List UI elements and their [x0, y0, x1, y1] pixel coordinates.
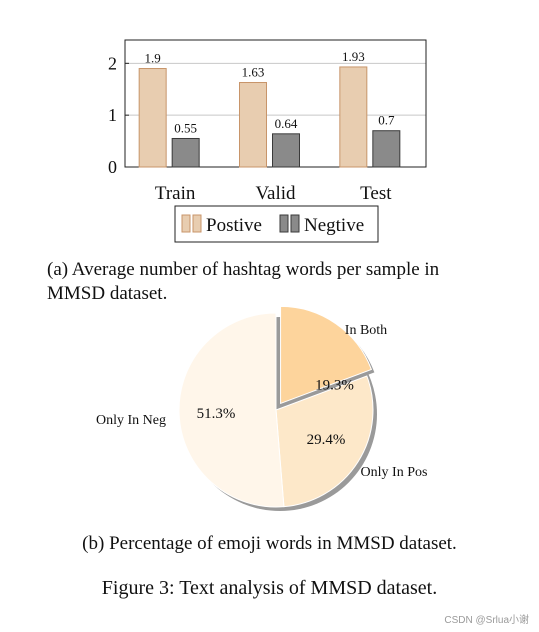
bar-postive-test [339, 66, 368, 168]
pie-category-label: Only In Neg [96, 413, 166, 428]
bar-y-ticks: 0 1 2 [108, 53, 129, 177]
y-tick-label: 1 [108, 105, 117, 125]
bar-legend: Postive Negtive [174, 205, 379, 243]
pie-slice-only-in-pos [275, 375, 374, 508]
pie-category-label: In Both [345, 323, 387, 338]
bar-marks: 1.9 0.55 1.63 0.64 1.93 0.7 [138, 49, 401, 168]
y-tick-label: 2 [108, 53, 117, 73]
bar-negtive-valid [272, 133, 300, 168]
pie-slices [178, 305, 374, 508]
pie-category-label: Only In Pos [361, 465, 428, 480]
bar-negtive-train [171, 137, 200, 168]
figure-caption: Figure 3: Text analysis of MMSD dataset. [101, 577, 438, 599]
y-tick-label: 0 [108, 157, 117, 177]
bar-data-label: 1.93 [342, 49, 365, 64]
bar-data-label: 1.9 [145, 51, 161, 66]
pie-slice-in-both [280, 305, 373, 405]
bar-postive-train [138, 68, 167, 168]
legend-label: Postive [206, 215, 262, 236]
caption-b: (b) Percentage of emoji words in MMSD da… [82, 533, 457, 554]
bar-x-labels: Train Valid Test [155, 183, 392, 204]
caption-a: (a) Average number of hashtag words per … [47, 259, 440, 304]
bar-data-label: 0.64 [275, 116, 298, 131]
bar-data-label: 1.63 [242, 65, 265, 80]
legend-label: Negtive [304, 215, 364, 236]
legend-swatch [181, 214, 191, 233]
pie-labels: 19.3% In Both 29.4% Only In Pos 51.3% Only In… [96, 323, 427, 480]
pie-chart: 19.3% In Both 29.4% Only In Pos 51.3% Only In… [96, 305, 427, 511]
pie-slice-only-in-neg [178, 312, 285, 508]
x-tick-label: Train [155, 183, 196, 204]
watermark: CSDN @Srlua小谢 [444, 615, 529, 626]
legend-swatch [290, 214, 300, 233]
x-tick-label: Valid [255, 183, 296, 204]
pie-percent-label: 19.3% [315, 377, 354, 393]
bar-chart: 0 1 2 1.9 0.55 1.63 0.64 1.93 0.7 Train Valid Tes… [108, 39, 427, 243]
x-tick-label: Test [360, 183, 392, 204]
bar-data-label: 0.7 [378, 113, 395, 128]
pie-percent-label: 29.4% [307, 432, 346, 448]
pie-percent-label: 51.3% [197, 406, 236, 422]
bar-postive-valid [239, 82, 267, 168]
legend-box [174, 205, 379, 243]
legend-swatch [192, 214, 202, 233]
bar-negtive-test [372, 130, 401, 168]
legend-swatch [279, 214, 289, 233]
bar-data-label: 0.55 [174, 120, 197, 135]
